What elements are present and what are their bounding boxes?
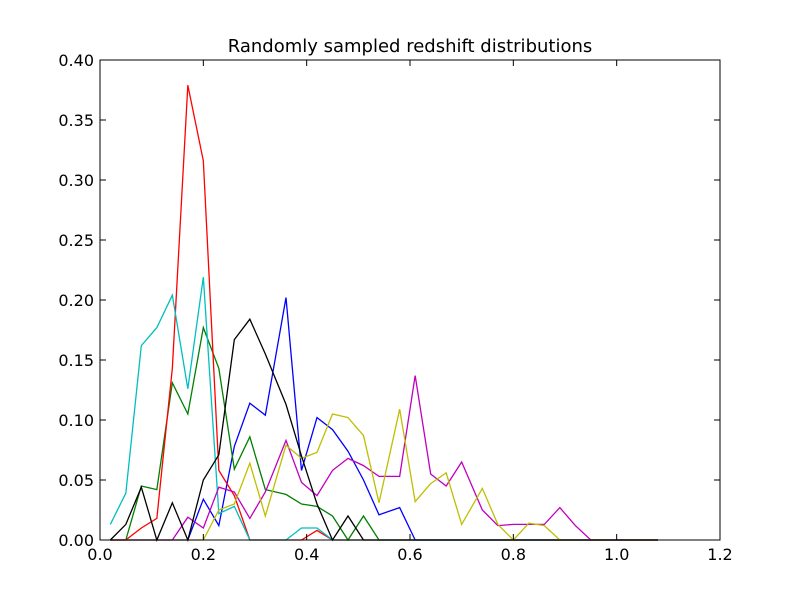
y-tick-label: 0.15 [58,351,94,370]
x-tick-label: 0.6 [397,545,422,564]
y-tick-label: 0.20 [58,291,94,310]
y-tick-label: 0.10 [58,411,94,430]
x-tick-label: 0.2 [191,545,216,564]
y-tick-label: 0.25 [58,231,94,250]
x-tick-label: 0.0 [87,545,112,564]
x-tick-label: 1.2 [707,545,732,564]
y-tick-label: 0.35 [58,111,94,130]
y-tick-label: 0.00 [58,531,94,550]
y-tick-label: 0.05 [58,471,94,490]
axes-layer: 0.0 0.2 0.4 0.6 0.8 1.0 1.2 0.00 0.05 0.10 0.15 0.2… [58,51,732,564]
y-tick-label: 0.40 [58,51,94,70]
series-line-5 [110,375,658,541]
chart-title: Randomly sampled redshift distributions [228,36,593,57]
x-tick-label: 0.4 [294,545,319,564]
x-tick-label: 0.8 [501,545,526,564]
x-tick-label: 1.0 [604,545,629,564]
y-tick-label: 0.30 [58,171,94,190]
